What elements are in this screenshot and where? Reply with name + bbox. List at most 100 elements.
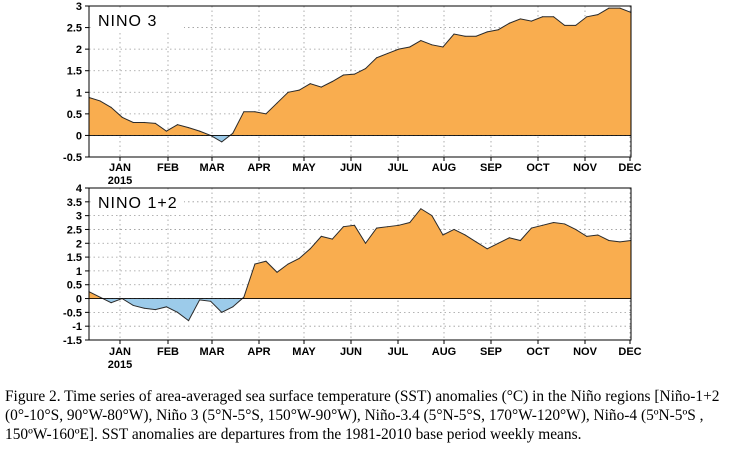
x-tick-label: JAN <box>109 346 131 358</box>
y-tick-label: 2 <box>76 238 82 250</box>
x-tick-label: MAR <box>199 346 224 358</box>
data-point <box>552 221 555 224</box>
data-point <box>398 48 400 50</box>
caption-text: Figure 2. Time series of area-averaged s… <box>5 388 720 443</box>
data-point <box>375 57 378 59</box>
data-point <box>519 18 521 20</box>
data-point <box>541 224 544 226</box>
data-point <box>243 111 245 113</box>
data-point <box>475 35 477 37</box>
data-point <box>298 89 300 91</box>
x-tick-label: OCT <box>526 162 550 174</box>
data-point <box>409 221 411 224</box>
positive-anomaly-area <box>89 208 631 299</box>
data-point <box>442 234 444 236</box>
y-tick-label: 1 <box>76 266 82 278</box>
y-tick-label: 4 <box>76 183 83 195</box>
data-point <box>464 234 466 236</box>
data-point <box>165 306 168 308</box>
data-point <box>475 241 477 243</box>
y-tick-label: 3 <box>76 211 82 223</box>
x-tick-label: AUG <box>432 162 456 174</box>
data-point <box>254 111 256 113</box>
negative-anomaly-area <box>89 135 631 142</box>
data-point <box>497 29 499 31</box>
data-point <box>187 320 190 322</box>
data-point <box>154 309 156 311</box>
data-point <box>608 239 610 242</box>
data-point <box>210 300 212 302</box>
data-point <box>132 121 134 124</box>
y-tick-label: 0.5 <box>67 280 82 292</box>
y-tick-label: -0.5 <box>63 152 82 164</box>
data-point <box>331 80 333 83</box>
data-point <box>530 20 533 22</box>
data-point <box>287 263 289 265</box>
data-point <box>342 226 345 228</box>
y-tick-label: 0.5 <box>67 109 82 121</box>
data-point <box>420 208 422 210</box>
data-point <box>552 16 555 18</box>
data-point <box>619 7 621 9</box>
y-tick-label: 3 <box>76 1 82 13</box>
data-point <box>453 33 455 35</box>
data-point <box>497 242 499 244</box>
panel-title: NINO 1+2 <box>98 195 178 212</box>
data-point <box>431 215 433 217</box>
y-tick-label: -0.5 <box>63 307 82 319</box>
data-point <box>287 91 289 93</box>
data-point <box>320 235 322 237</box>
y-tick-label: 0 <box>76 294 82 306</box>
x-tick-label: NOV <box>573 346 598 358</box>
x-tick-label: MAY <box>292 162 316 174</box>
data-point <box>586 16 588 18</box>
y-tick-label: 1.5 <box>67 252 82 264</box>
data-point <box>221 311 223 313</box>
data-point <box>199 299 201 301</box>
x-tick-label: JUL <box>388 162 409 174</box>
x-tick-label: DEC <box>618 346 641 358</box>
data-point <box>420 39 422 42</box>
data-point <box>486 31 488 33</box>
panel-title-backing <box>92 9 184 31</box>
y-tick-label: 2 <box>76 44 82 56</box>
data-point <box>187 127 190 129</box>
year-label: 2015 <box>108 175 132 187</box>
data-point <box>232 306 234 308</box>
data-point <box>221 141 223 143</box>
data-point <box>154 122 156 124</box>
anomaly-line <box>88 208 632 322</box>
data-point <box>331 238 333 240</box>
data-point <box>254 263 256 265</box>
data-point <box>353 73 356 75</box>
x-tick-label: JAN <box>109 162 131 174</box>
data-point <box>265 113 267 115</box>
x-tick-label: JUN <box>340 162 362 174</box>
data-point <box>564 24 566 27</box>
data-point <box>608 7 610 9</box>
x-tick-label: MAY <box>292 346 316 358</box>
x-tick-label: AUG <box>432 346 456 358</box>
data-point <box>597 234 599 236</box>
data-point <box>530 227 533 229</box>
x-tick-label: DEC <box>618 162 641 174</box>
data-point <box>575 24 577 27</box>
data-point <box>243 296 245 298</box>
data-point <box>364 67 367 70</box>
data-point <box>265 260 267 262</box>
data-point <box>508 22 510 24</box>
data-point <box>541 16 544 18</box>
x-tick-label: JUN <box>340 346 362 358</box>
nino3-panel: -0.5 0 0.5 1 1.5 2 2.5 3 JAN FEB MAR APR MAY JUN JUL AU… <box>63 1 642 187</box>
data-point <box>597 14 599 16</box>
data-point <box>387 226 389 228</box>
data-point <box>431 44 433 46</box>
data-point <box>199 130 201 132</box>
anomaly-line <box>88 7 632 143</box>
data-point <box>575 228 577 231</box>
y-tick-label: 3.5 <box>67 197 82 209</box>
data-point <box>409 46 411 48</box>
data-point <box>309 83 311 85</box>
data-point <box>398 224 400 226</box>
